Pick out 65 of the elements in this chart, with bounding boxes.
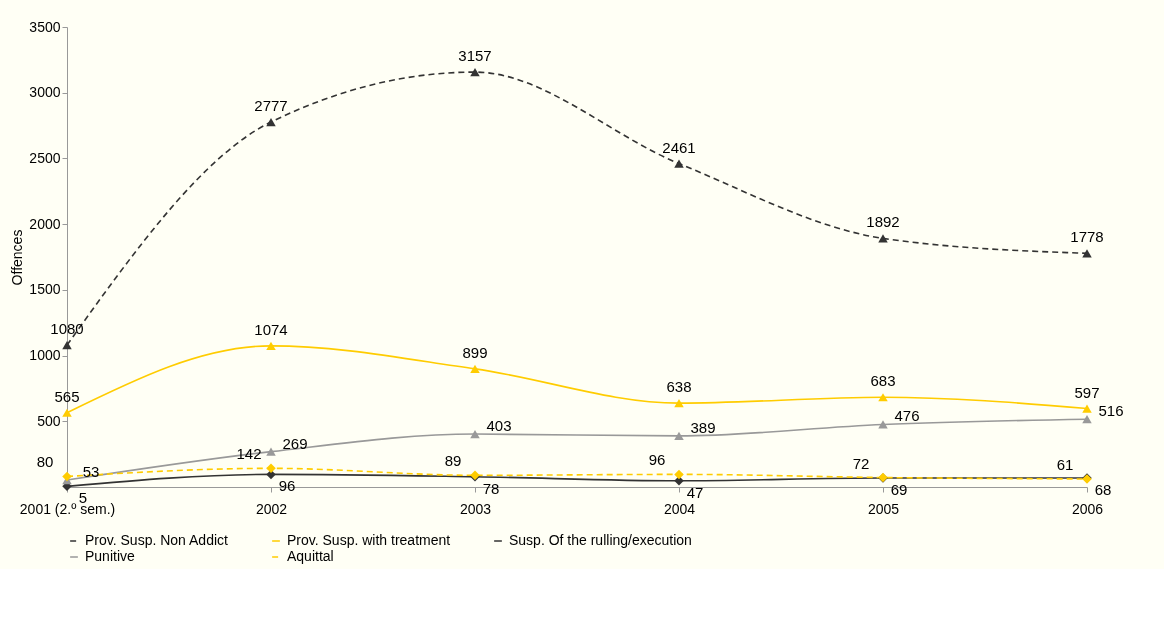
point xyxy=(266,117,276,127)
data-label: 96 xyxy=(278,477,296,495)
point xyxy=(470,67,480,77)
y-tick-label: 2000 xyxy=(29,215,61,232)
legend-label: Prov. Susp. with treatment xyxy=(287,532,451,548)
data-label: 565 xyxy=(54,387,80,405)
legend-label: Prov. Susp. Non Addict xyxy=(85,532,229,548)
data-label: 53 xyxy=(82,463,100,481)
point xyxy=(470,364,480,373)
point xyxy=(674,469,684,480)
data-label: 1778 xyxy=(1070,228,1104,246)
data-label: 2777 xyxy=(254,97,288,115)
x-tick-label: 2003 xyxy=(459,500,492,517)
point xyxy=(674,431,684,440)
point xyxy=(266,447,276,456)
data-label: 1892 xyxy=(866,213,900,231)
point xyxy=(1082,415,1092,424)
data-label: 69 xyxy=(890,480,908,498)
data-label: 80 xyxy=(36,453,54,471)
data-label: 1074 xyxy=(254,320,288,338)
data-label: 269 xyxy=(282,434,308,452)
point xyxy=(470,429,480,439)
data-label: 638 xyxy=(666,378,692,396)
data-label: 403 xyxy=(486,417,512,435)
data-label: 68 xyxy=(1094,481,1112,499)
data-label: 597 xyxy=(1074,383,1100,401)
data-label: 61 xyxy=(1056,455,1074,473)
data-label: 89 xyxy=(444,452,462,470)
x-tick-label: 2005 xyxy=(867,500,900,517)
legend-label: Aquittal xyxy=(287,548,334,564)
data-label: 476 xyxy=(894,407,920,425)
data-label: 78 xyxy=(482,479,500,497)
point xyxy=(62,471,72,482)
y-tick-label: 1000 xyxy=(29,347,61,364)
y-axis-title: Offences xyxy=(9,229,26,286)
y-tick-label: 1500 xyxy=(29,281,61,298)
point xyxy=(878,393,888,402)
x-tick-label: 2002 xyxy=(255,500,288,517)
point xyxy=(878,420,888,429)
data-label: 389 xyxy=(690,418,716,436)
data-label: 1080 xyxy=(50,320,84,338)
data-label: 3157 xyxy=(458,47,492,65)
point xyxy=(674,399,684,408)
data-label: 516 xyxy=(1098,402,1124,420)
point xyxy=(266,341,276,350)
point xyxy=(62,408,72,417)
y-tick-label: 3000 xyxy=(29,84,61,101)
y-tick-label: 2500 xyxy=(29,149,61,166)
point xyxy=(674,159,684,168)
y-tick-label: 3500 xyxy=(29,18,61,35)
data-label: 899 xyxy=(462,343,488,361)
data-label: 47 xyxy=(686,483,704,501)
data-label: 142 xyxy=(236,445,262,463)
legend-label: Susp. Of the rulling/execution xyxy=(509,532,692,548)
data-label: 2461 xyxy=(662,138,696,156)
point xyxy=(266,463,276,474)
x-tick-label: 2004 xyxy=(663,500,696,517)
y-tick-label: 500 xyxy=(37,412,61,429)
data-label: 96 xyxy=(648,451,666,469)
point xyxy=(1082,404,1092,413)
point xyxy=(62,340,72,350)
x-tick-label: 2006 xyxy=(1071,500,1104,517)
legend-label: Punitive xyxy=(85,548,136,564)
data-label: 683 xyxy=(870,372,896,390)
data-label: 72 xyxy=(852,454,870,472)
